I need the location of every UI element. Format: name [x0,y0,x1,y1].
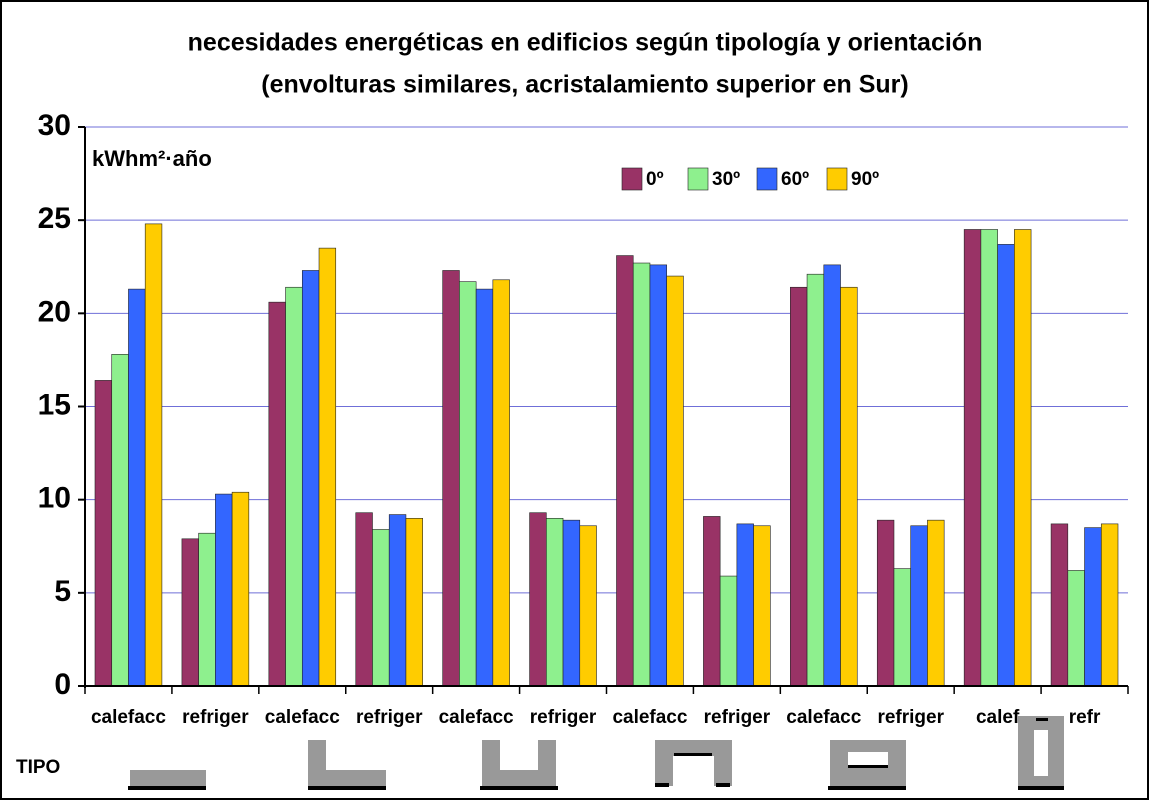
x-tick-label: calefacc [786,707,861,728]
bar [1084,527,1102,687]
bar [198,532,216,687]
bar [318,247,337,687]
bar [128,288,146,687]
y-tick-label: 0 [54,668,71,701]
type-label: TIPO [16,757,60,778]
bar [980,229,998,687]
bar [442,270,460,687]
bar [301,270,320,687]
legend-label: 90º [851,169,879,190]
bar [562,519,581,687]
bar [1050,523,1069,687]
x-tick-label: refr [1069,707,1101,728]
x-tick-label: calefacc [91,707,166,728]
chart-subtitle: (envolturas similares, acristalamiento s… [261,71,908,99]
bar [632,262,651,687]
bar [703,516,721,687]
bar [475,288,494,687]
bar [840,286,858,687]
bar [790,286,808,687]
bar [616,255,634,687]
bar [144,223,163,687]
x-tick-label: calefacc [439,707,514,728]
bar [997,244,1015,687]
bar [876,519,895,687]
bar [579,525,597,687]
bar [181,538,199,687]
bar [927,519,945,687]
legend-swatch [826,167,848,191]
legend-label: 60º [781,169,809,190]
bar [910,525,928,687]
bar [1100,523,1119,687]
bar [1014,229,1032,687]
bar [823,264,841,687]
legend-label: 0º [646,169,664,190]
bar [388,514,407,687]
legend-swatch [756,167,778,191]
x-tick-label: refriger [182,707,249,728]
y-tick-label: 25 [38,202,71,235]
x-tick-label: refriger [877,707,944,728]
bar [215,493,233,687]
y-tick-label: 10 [38,482,71,515]
legend-label: 30º [712,169,740,190]
type-icons [128,716,1064,790]
y-tick-label: 20 [38,295,71,328]
bar [546,517,564,687]
x-tick-label: calefacc [612,707,687,728]
bar [405,517,423,687]
x-tick-label: refriger [704,707,771,728]
chart-title: necesidades energéticas en edificios seg… [188,29,983,57]
bar [492,279,510,687]
bar [529,512,547,687]
legend-swatch [621,167,643,191]
bar [893,568,912,687]
bar [806,273,825,687]
x-tick-label: calefacc [265,707,340,728]
x-tick-label: refriger [530,707,597,728]
bar [963,229,982,687]
bar [649,264,667,687]
bar [268,301,286,687]
bar [459,281,477,687]
bar [285,286,303,687]
x-tick-label: calef [976,707,1020,728]
y-axis-label: kWhm²·año [92,146,212,171]
bar [111,354,129,687]
x-tick-label: refriger [356,707,423,728]
bar [1067,570,1085,687]
bar [753,525,771,687]
bar [736,523,754,687]
bar [231,491,250,687]
y-tick-label: 5 [54,575,71,608]
y-tick-label: 15 [38,388,71,421]
bar [666,275,684,687]
bar [355,512,373,687]
y-tick-label: 30 [38,109,71,142]
legend-swatch [687,167,709,191]
bar [372,529,390,687]
bar [719,575,738,687]
bar [94,380,113,687]
